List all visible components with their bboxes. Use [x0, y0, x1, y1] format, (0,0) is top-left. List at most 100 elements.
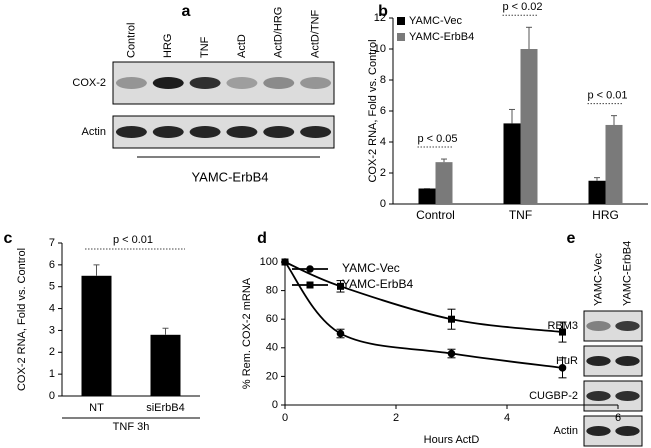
band: [615, 321, 640, 331]
y-tick-label: 1: [49, 368, 55, 380]
band: [586, 356, 611, 366]
legend-label: YAMC-Vec: [342, 261, 400, 275]
band: [189, 126, 221, 138]
x-tick-label: siErbB4: [146, 402, 185, 414]
y-tick-label: 40: [266, 342, 278, 354]
band: [615, 391, 640, 401]
marker: [447, 349, 456, 358]
row-label: COX-2: [72, 77, 106, 89]
y-tick-label: 8: [380, 74, 386, 86]
lane-label: TNF: [199, 36, 211, 58]
annotation: p < 0.05: [417, 133, 457, 145]
group-label: YAMC-ErbB4: [191, 169, 268, 184]
marker: [306, 265, 314, 273]
y-tick-label: 2: [49, 346, 55, 358]
y-tick-label: 3: [49, 324, 55, 336]
bar: [435, 162, 453, 204]
group-label: TNF 3h: [113, 421, 150, 433]
bar: [605, 124, 623, 204]
y-axis-label: % Rem. COX-2 mRNA: [241, 277, 253, 389]
y-tick-label: 60: [266, 313, 278, 325]
bar: [520, 49, 538, 204]
y-tick-label: 0: [49, 390, 55, 402]
y-axis-label: COX-2 RNA, Fold vs. Control: [367, 39, 379, 182]
band: [586, 391, 611, 401]
blot: [112, 115, 335, 149]
legend-label: YAMC-ErbB4: [409, 31, 474, 43]
lane-label: ActD/TNF: [309, 9, 321, 58]
band: [226, 77, 258, 89]
marker: [336, 329, 345, 338]
row-label: Actin: [82, 126, 106, 138]
bar: [81, 275, 112, 396]
y-tick-label: 6: [49, 259, 55, 271]
band: [615, 356, 640, 366]
bar: [418, 188, 436, 204]
x-tick-label: 4: [504, 412, 510, 424]
panel-label: e: [567, 230, 576, 247]
x-tick-label: 2: [393, 412, 399, 424]
x-tick-label: Control: [416, 208, 455, 222]
lane-label: YAMC-ErbB4: [621, 241, 633, 306]
row-label: CUGBP-2: [529, 390, 578, 402]
lane-label: ActD/HRG: [273, 7, 285, 58]
annotation: p < 0.02: [502, 1, 542, 13]
row-label: Actin: [554, 425, 578, 437]
x-tick-label: NT: [89, 402, 104, 414]
marker: [448, 315, 455, 323]
y-tick-label: 2: [380, 167, 386, 179]
panel-label: c: [4, 230, 13, 247]
y-tick-label: 5: [49, 281, 55, 293]
band: [226, 126, 258, 138]
panel-label: a: [182, 3, 191, 20]
x-tick-label: 0: [282, 412, 288, 424]
y-tick-label: 20: [266, 370, 278, 382]
band: [152, 77, 184, 89]
x-tick-label: HRG: [592, 208, 619, 222]
panel-label: d: [257, 230, 267, 247]
y-tick-label: 6: [380, 105, 386, 117]
band: [189, 77, 221, 89]
bar: [150, 334, 181, 396]
y-tick-label: 12: [374, 12, 386, 24]
y-tick-label: 7: [49, 237, 55, 249]
y-tick-label: 4: [380, 136, 386, 148]
legend-swatch: [397, 33, 405, 41]
y-axis-label: COX-2 RNA, Fold vs. Control: [16, 248, 28, 391]
lane-label: HRG: [162, 34, 174, 58]
band: [263, 77, 295, 89]
y-tick-label: 10: [374, 43, 386, 55]
lane-label: ActD: [236, 34, 248, 58]
y-tick-label: 4: [49, 302, 55, 314]
y-tick-label: 0: [272, 399, 278, 411]
legend-label: YAMC-ErbB4: [342, 277, 413, 291]
annotation: p < 0.01: [113, 234, 153, 246]
band: [115, 126, 147, 138]
y-tick-label: 80: [266, 285, 278, 297]
y-tick-label: 0: [380, 198, 386, 210]
annotation: p < 0.01: [587, 90, 627, 102]
marker: [281, 258, 289, 266]
panel-label: b: [378, 3, 388, 20]
band: [263, 126, 295, 138]
bar: [503, 123, 521, 204]
x-tick-label: 6: [615, 412, 621, 424]
lane-label: Control: [125, 23, 137, 58]
lane-label: YAMC-Vec: [592, 253, 604, 306]
marker: [306, 281, 314, 289]
blot: [112, 61, 335, 105]
band: [586, 426, 611, 436]
marker: [337, 282, 344, 290]
band: [300, 126, 332, 138]
marker: [559, 328, 566, 336]
band: [152, 126, 184, 138]
band: [615, 426, 640, 436]
bar: [588, 180, 606, 204]
y-tick-label: 100: [260, 256, 278, 268]
legend-swatch: [397, 17, 405, 25]
legend-label: YAMC-Vec: [409, 15, 462, 27]
series-line: [284, 261, 563, 333]
row-label: HuR: [556, 355, 578, 367]
band: [300, 77, 332, 89]
